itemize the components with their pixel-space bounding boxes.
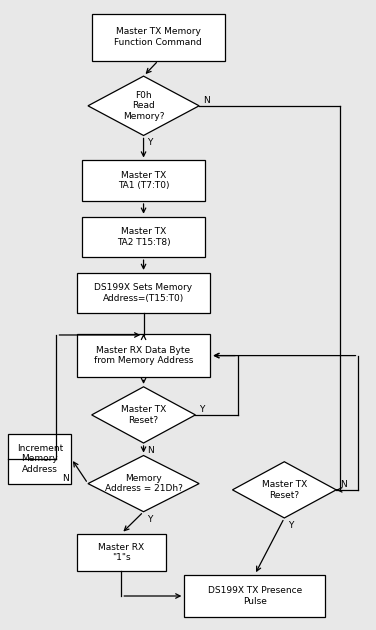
Text: DS199X Sets Memory
Address=(T15:T0): DS199X Sets Memory Address=(T15:T0)	[94, 284, 193, 303]
FancyBboxPatch shape	[82, 217, 205, 257]
Text: Master RX Data Byte
from Memory Address: Master RX Data Byte from Memory Address	[94, 346, 193, 365]
Text: N: N	[147, 446, 154, 455]
FancyBboxPatch shape	[82, 161, 205, 201]
FancyBboxPatch shape	[77, 273, 210, 314]
Text: Master RX
"1"s: Master RX "1"s	[98, 542, 144, 562]
FancyBboxPatch shape	[184, 575, 325, 617]
Text: Master TX Memory
Function Command: Master TX Memory Function Command	[114, 28, 202, 47]
Polygon shape	[92, 387, 196, 443]
Text: Master TX
TA2 T15:T8): Master TX TA2 T15:T8)	[117, 227, 170, 246]
Polygon shape	[232, 462, 336, 518]
Text: DS199X TX Presence
Pulse: DS199X TX Presence Pulse	[208, 587, 302, 605]
Text: Memory
Address = 21Dh?: Memory Address = 21Dh?	[105, 474, 182, 493]
Text: N: N	[203, 96, 209, 105]
Text: Y: Y	[147, 139, 153, 147]
Text: N: N	[340, 480, 347, 490]
FancyBboxPatch shape	[8, 433, 71, 484]
Text: Master TX
TA1 (T7:T0): Master TX TA1 (T7:T0)	[118, 171, 169, 190]
FancyBboxPatch shape	[77, 334, 210, 377]
FancyBboxPatch shape	[92, 14, 225, 60]
Text: Y: Y	[147, 515, 153, 524]
Polygon shape	[88, 455, 199, 512]
Text: N: N	[62, 474, 69, 483]
Text: Master TX
Reset?: Master TX Reset?	[262, 480, 307, 500]
Text: Master TX
Reset?: Master TX Reset?	[121, 405, 166, 425]
Text: Y: Y	[288, 521, 293, 530]
Text: F0h
Read
Memory?: F0h Read Memory?	[123, 91, 164, 121]
FancyBboxPatch shape	[77, 534, 166, 571]
Text: Increment
Memory
Address: Increment Memory Address	[17, 444, 63, 474]
Text: Y: Y	[199, 406, 205, 415]
Polygon shape	[88, 76, 199, 135]
